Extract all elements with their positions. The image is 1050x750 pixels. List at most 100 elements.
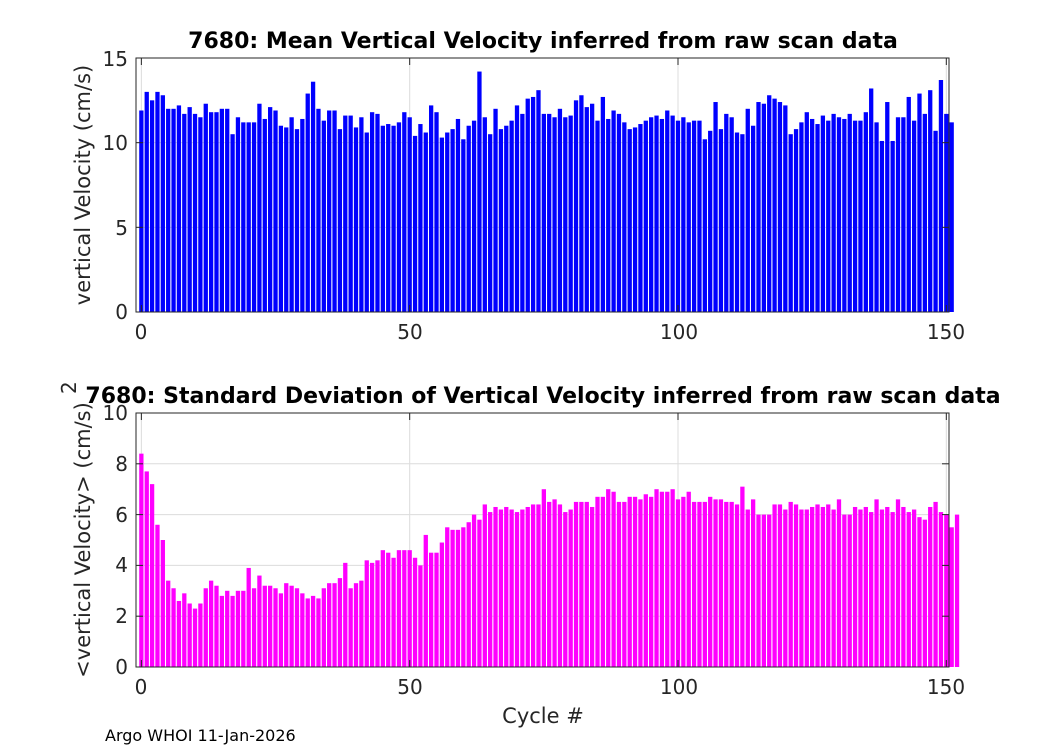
std-velocity-bar	[842, 514, 847, 667]
mean-velocity-bar	[606, 118, 611, 313]
std-velocity-bar	[890, 512, 895, 667]
std-velocity-bar	[294, 588, 300, 667]
std-velocity-ticks	[136, 412, 949, 668]
mean-velocity-bar	[273, 110, 278, 313]
mean-velocity-bar	[418, 124, 423, 312]
std-velocity-bar	[160, 540, 165, 667]
mean-velocity-plot: 7680: Mean Vertical Velocity inferred fr…	[71, 29, 965, 344]
std-velocity-bar	[284, 583, 289, 667]
mean-velocity-bar	[348, 115, 353, 312]
mean-velocity-bar	[767, 95, 772, 312]
mean-velocity-bar	[262, 118, 267, 313]
std-velocity-bar	[729, 501, 734, 667]
mean-velocity-bar	[203, 103, 208, 312]
mean-velocity-bar	[412, 135, 418, 312]
mean-velocity-bar	[815, 124, 820, 312]
mean-velocity-bar	[230, 134, 235, 312]
mean-velocity-bar	[182, 113, 187, 312]
std-velocity-bar	[675, 499, 681, 667]
mean-velocity-bars	[139, 71, 954, 313]
std-velocity-bar	[166, 580, 171, 667]
mean-velocity-bar	[777, 102, 783, 312]
std-velocity-bar	[482, 504, 487, 667]
mean-velocity-bar	[670, 115, 675, 312]
std-velocity-bar	[493, 506, 498, 667]
mean-velocity-bar	[423, 132, 428, 312]
mean-velocity-bar	[928, 90, 933, 312]
mean-velocity-bar	[166, 108, 171, 312]
std-velocity-bar	[214, 585, 219, 667]
mean-velocity-bar	[305, 93, 310, 312]
std-velocity-bar	[799, 509, 804, 667]
mean-velocity-bar	[139, 110, 144, 313]
std-velocity-xlabel: Cycle #	[502, 704, 584, 728]
mean-velocity-bar	[155, 91, 160, 313]
mean-velocity-bar	[708, 130, 713, 312]
mean-velocity-bar	[144, 91, 149, 313]
std-velocity-bar	[911, 509, 917, 667]
mean-velocity-bar	[214, 112, 219, 312]
std-velocity-bar	[155, 524, 160, 667]
std-velocity-bar	[691, 501, 697, 667]
mean-velocity-bar	[316, 108, 321, 312]
mean-velocity-bar	[471, 120, 477, 313]
mean-velocity-bar	[208, 112, 214, 312]
mean-velocity-bar	[917, 93, 922, 312]
std-velocity-bar	[627, 496, 632, 667]
mean-velocity-bar	[681, 117, 686, 313]
std-velocity-bar	[418, 565, 423, 667]
std-velocity-bar	[879, 509, 885, 667]
std-velocity-bar	[466, 522, 471, 667]
std-velocity-bar	[659, 491, 665, 667]
std-velocity-bar	[563, 512, 568, 667]
mean-velocity-bar	[810, 118, 815, 313]
mean-velocity-bar	[638, 124, 643, 312]
std-velocity-bar	[450, 529, 455, 667]
mean-velocity-bar	[359, 117, 364, 313]
std-velocity-bar	[241, 590, 246, 667]
std-velocity-bar	[643, 494, 648, 667]
mean-velocity-bar	[906, 96, 911, 312]
mean-velocity-bar	[654, 115, 659, 312]
mean-velocity-bar	[761, 103, 766, 312]
std-velocity-bar	[622, 501, 627, 667]
mean-velocity-bar	[235, 117, 241, 313]
mean-velocity-bar	[649, 117, 654, 313]
std-velocity-bar	[305, 598, 310, 667]
mean-velocity-bar	[665, 110, 670, 313]
mean-velocity-ticks	[136, 57, 949, 313]
std-velocity-bar	[595, 496, 600, 667]
std-velocity-bar	[369, 562, 375, 667]
std-velocity-bar	[724, 501, 729, 667]
mean-velocity-xtick-50: 50	[397, 320, 422, 344]
mean-velocity-bar	[380, 125, 385, 312]
mean-velocity-bar	[885, 102, 890, 312]
mean-velocity-bar	[429, 105, 434, 312]
mean-velocity-bar	[890, 140, 895, 312]
std-velocity-xtick-150: 150	[927, 675, 965, 699]
mean-velocity-bar	[149, 100, 155, 312]
std-velocity-bar	[665, 491, 670, 667]
mean-velocity-bar	[364, 132, 369, 312]
std-velocity-bar	[171, 588, 176, 667]
mean-velocity-bar	[879, 140, 885, 312]
mean-velocity-bar	[337, 129, 343, 312]
std-velocity-bar	[852, 506, 858, 667]
std-velocity-bar	[922, 519, 927, 667]
std-velocity-bar	[509, 509, 514, 667]
std-velocity-bar	[847, 514, 852, 667]
mean-velocity-bar	[187, 107, 192, 312]
mean-velocity-bar	[241, 122, 246, 312]
std-velocity-bar	[439, 542, 445, 667]
std-velocity-bar	[273, 588, 278, 667]
mean-velocity-bar	[509, 120, 514, 313]
std-velocity-bar	[810, 506, 815, 667]
mean-velocity-bar	[498, 129, 504, 312]
mean-velocity-bar	[584, 107, 589, 312]
std-velocity-bar	[144, 471, 149, 667]
mean-velocity-bar	[847, 113, 852, 312]
mean-velocity-bar	[257, 103, 262, 312]
std-velocity-bar	[869, 512, 874, 667]
std-velocity-bar	[777, 504, 783, 667]
mean-velocity-bar	[563, 117, 568, 313]
